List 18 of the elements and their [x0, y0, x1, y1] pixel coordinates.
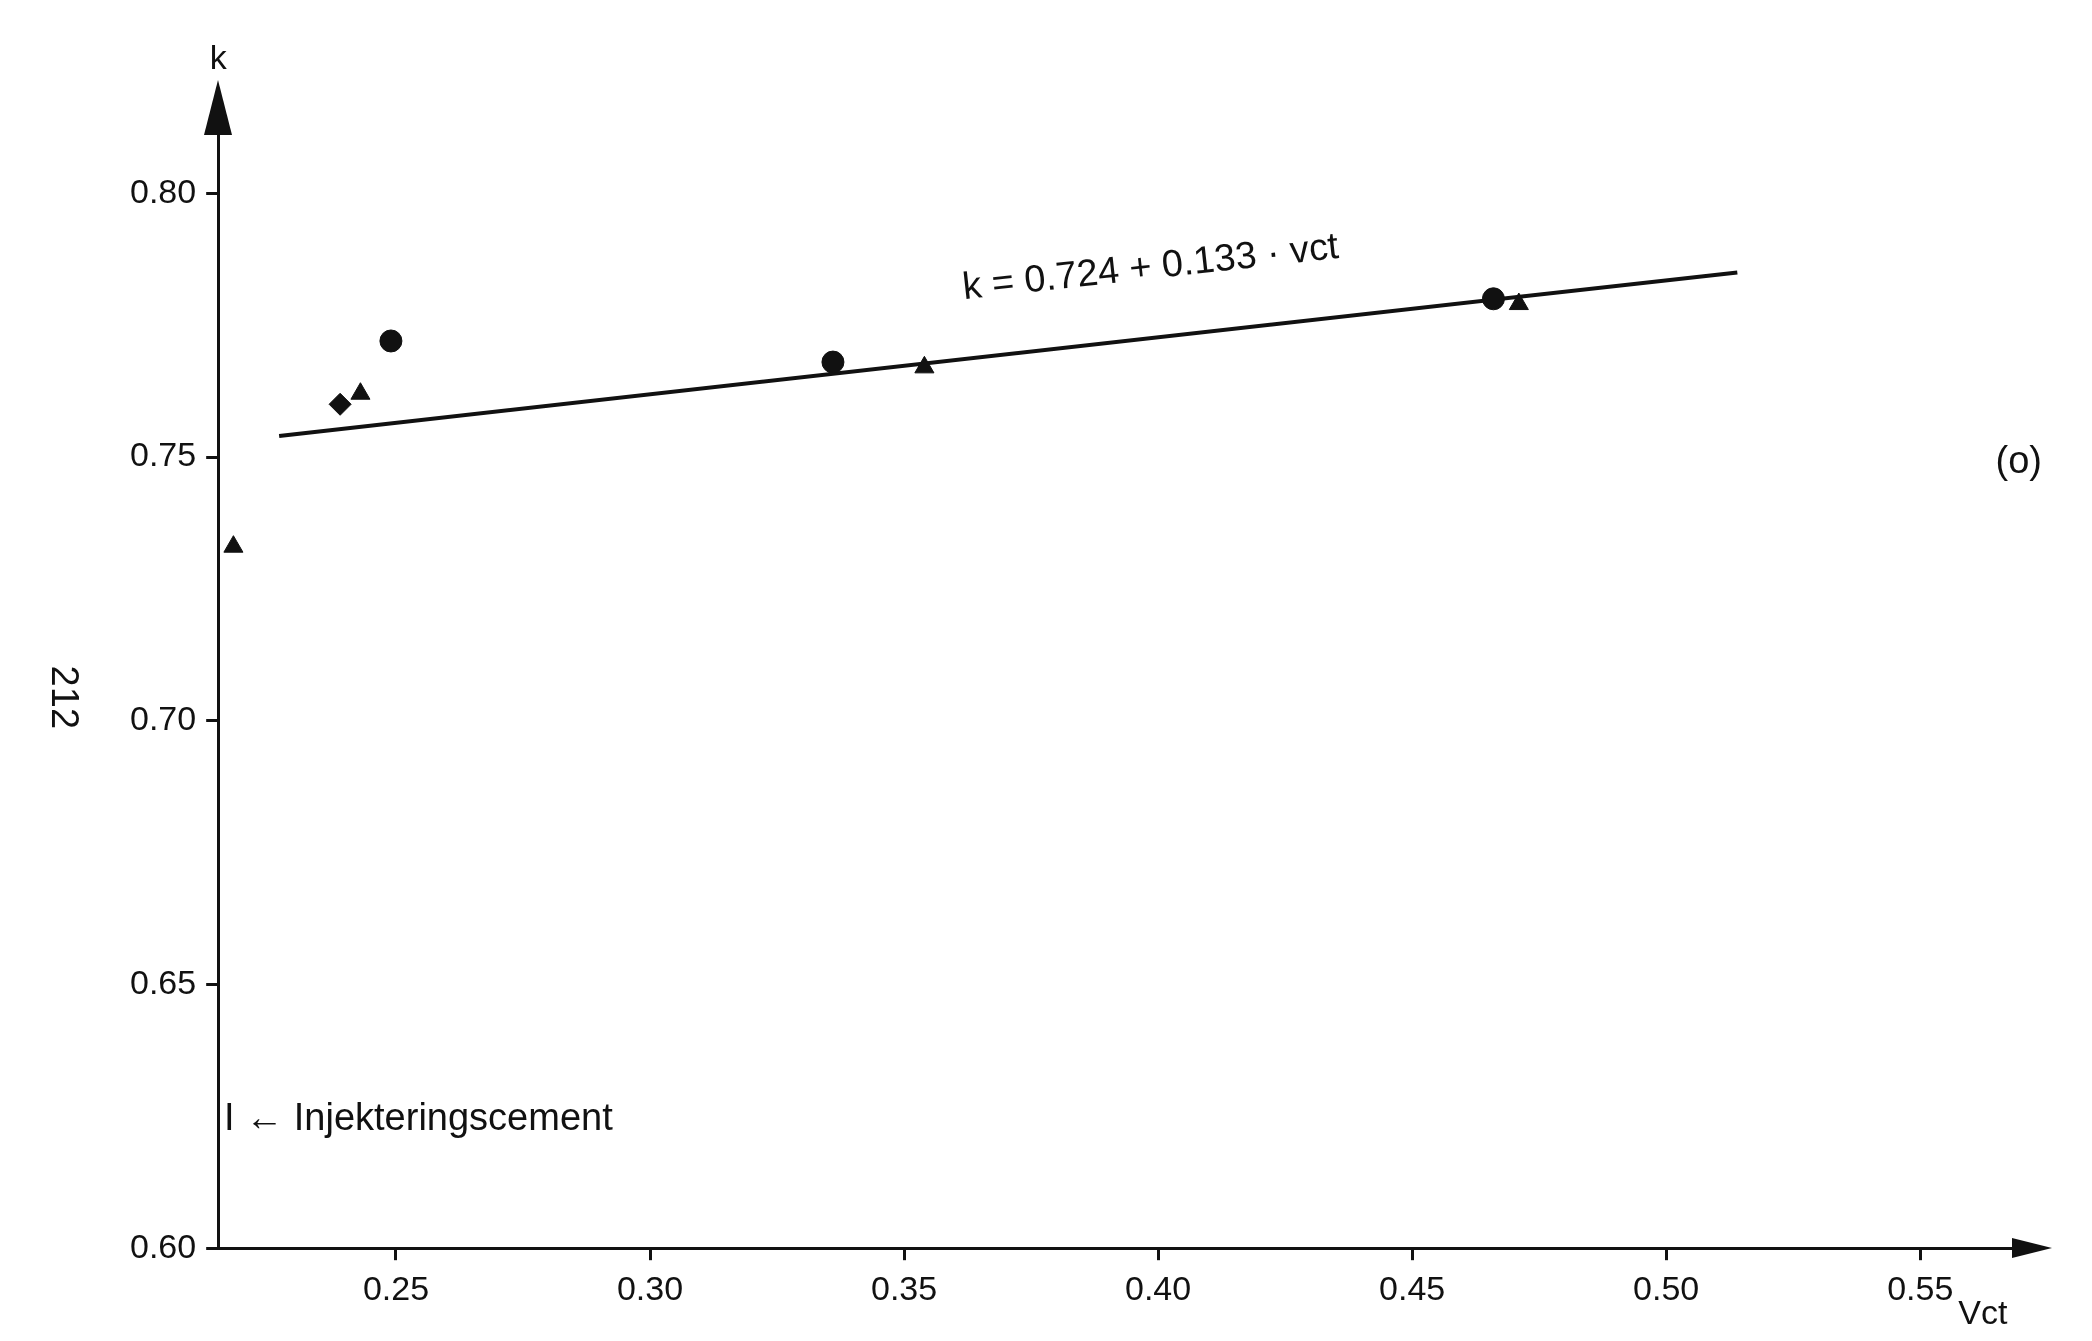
annotation: k = 0.724 + 0.133 · vct [960, 224, 1341, 308]
x-tick-label: 0.50 [1633, 1268, 1700, 1307]
text: 212 [44, 665, 87, 730]
x-tick-label: 0.55 [1887, 1268, 1954, 1307]
x-axis-title: Vct [1958, 1292, 2008, 1331]
y-tick-label: 0.60 [129, 1226, 197, 1265]
x-tick-label: 0.45 [1379, 1268, 1446, 1307]
y-tick-label: 0.75 [129, 435, 197, 474]
x-tick-label: 0.40 [1125, 1268, 1192, 1307]
y-tick-label: 0.70 [129, 699, 197, 738]
y-axis-title: k [209, 38, 228, 77]
annotation: I ← Injekteringscement [224, 1096, 614, 1139]
x-tick-label: 0.25 [362, 1268, 430, 1307]
annotation: (o) [1995, 439, 2043, 482]
y-tick-label: 0.80 [129, 171, 197, 210]
x-tick-label: 0.30 [616, 1268, 684, 1307]
y-tick-label: 0.65 [129, 962, 197, 1001]
x-tick-label: 0.35 [870, 1268, 938, 1307]
